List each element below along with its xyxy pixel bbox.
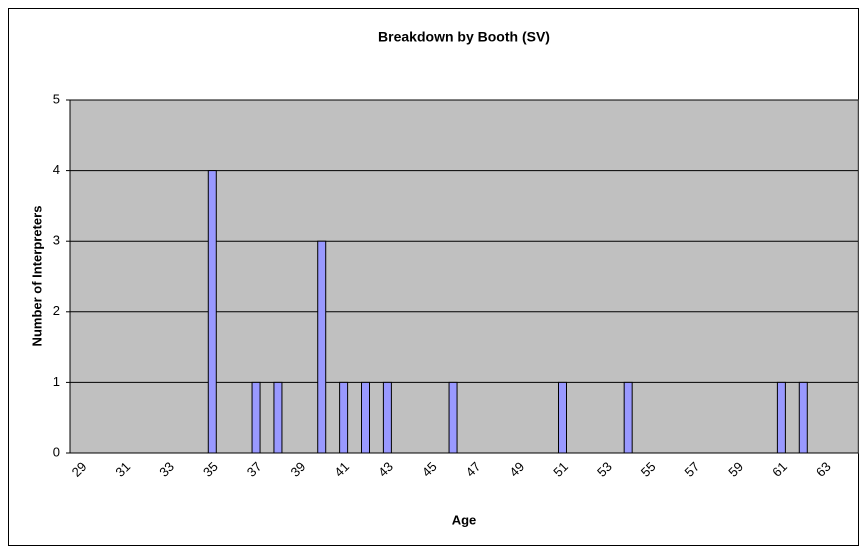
- y-tick-label: 3: [53, 233, 60, 248]
- y-tick-label: 5: [53, 91, 60, 106]
- bar: [273, 381, 283, 454]
- bar: [448, 381, 458, 454]
- bar: [798, 381, 808, 454]
- bar: [382, 381, 392, 454]
- y-tick-label: 2: [53, 303, 60, 318]
- y-tick-label: 4: [53, 162, 60, 177]
- bar: [339, 381, 349, 454]
- y-tick-label: 1: [53, 374, 60, 389]
- chart-title: Breakdown by Booth (SV): [378, 29, 550, 45]
- y-axis-label: Number of Interpreters: [29, 206, 44, 347]
- bar: [251, 381, 261, 454]
- plot-area: [69, 99, 859, 454]
- bar: [207, 170, 217, 454]
- bar: [558, 381, 567, 454]
- bar: [361, 381, 370, 454]
- x-axis-label: Age: [452, 512, 477, 527]
- y-tick-label: 0: [53, 444, 60, 459]
- bar: [776, 381, 786, 454]
- bar: [623, 381, 633, 454]
- bar: [317, 240, 327, 454]
